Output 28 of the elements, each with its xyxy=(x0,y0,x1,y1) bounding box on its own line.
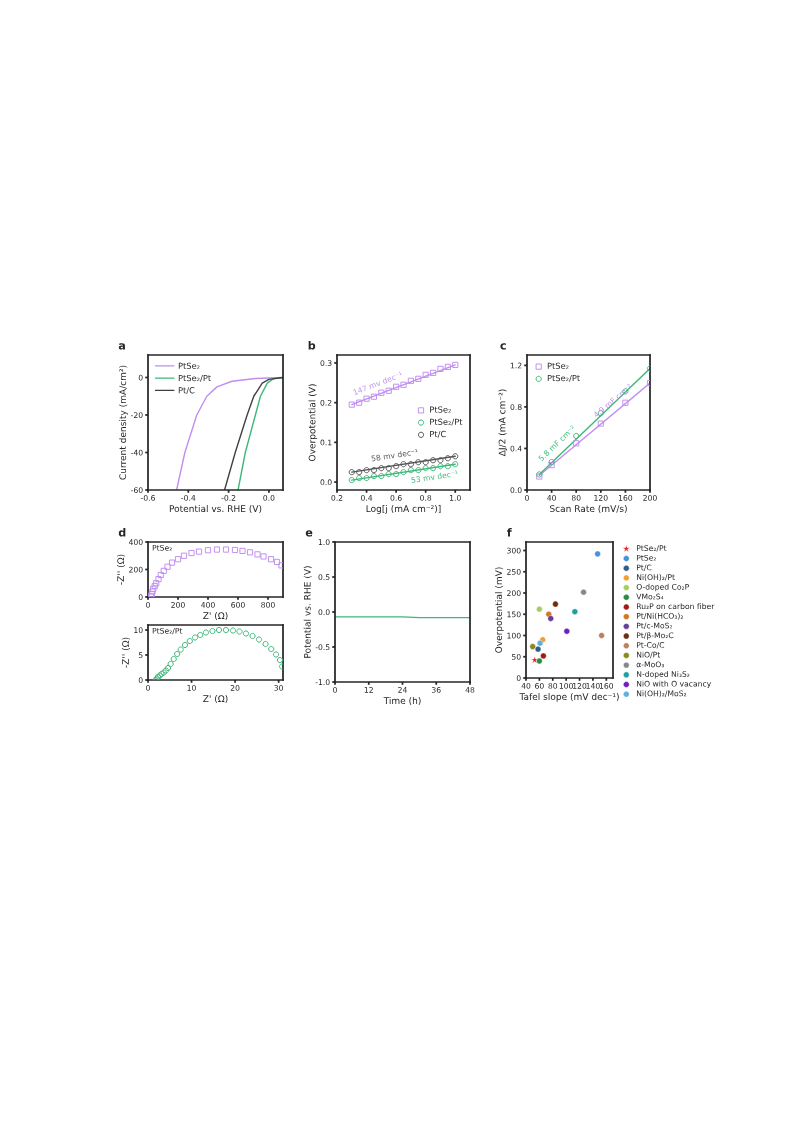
chart-title: b xyxy=(308,341,316,350)
chart-title: d xyxy=(118,528,126,537)
legend-label: PtSe₂ xyxy=(430,406,451,413)
legend-label: Pt/C xyxy=(430,430,446,438)
chart-title: a xyxy=(118,343,125,350)
legend-label: Pt/C xyxy=(178,387,195,395)
chart-title: f xyxy=(507,528,512,537)
y-axis-title: Current density (mA/cm²) xyxy=(119,365,128,480)
legend-label: PtSe₂ xyxy=(178,362,200,369)
x-axis-title: Z' (Ω) xyxy=(203,695,228,704)
y-axis-title: Overpotential (V) xyxy=(308,384,318,461)
x-axis-title: Log[j (mA cm⁻²)] xyxy=(366,505,441,514)
x-axis-title: Tafel slope (mV dec⁻¹) xyxy=(519,693,619,702)
x-axis-title: Potential vs. RHE (V) xyxy=(169,505,262,514)
legend-label: PtSe₂ xyxy=(547,362,569,369)
y-axis-title: -Z'' (Ω) xyxy=(121,637,130,668)
chart-title: c xyxy=(500,343,506,350)
y-axis-title: Potential vs. RHE (V) xyxy=(303,566,312,658)
x-axis-title: Time (h) xyxy=(383,697,421,706)
x-axis-title: Z' (Ω) xyxy=(203,612,228,621)
legend-label: PtSe₂/Pt xyxy=(178,374,211,382)
legend-label: PtSe₂/Pt xyxy=(430,418,463,426)
y-axis-title: Overpotential (mV) xyxy=(495,567,504,653)
y-axis-title: ΔJ/2 (mA cm⁻²) xyxy=(498,389,508,457)
x-axis-title: Scan Rate (mV/s) xyxy=(550,505,627,514)
chart-title: e xyxy=(305,530,313,537)
y-axis-title: -Z'' (Ω) xyxy=(117,554,126,585)
legend-label: PtSe₂/Pt xyxy=(547,374,580,382)
